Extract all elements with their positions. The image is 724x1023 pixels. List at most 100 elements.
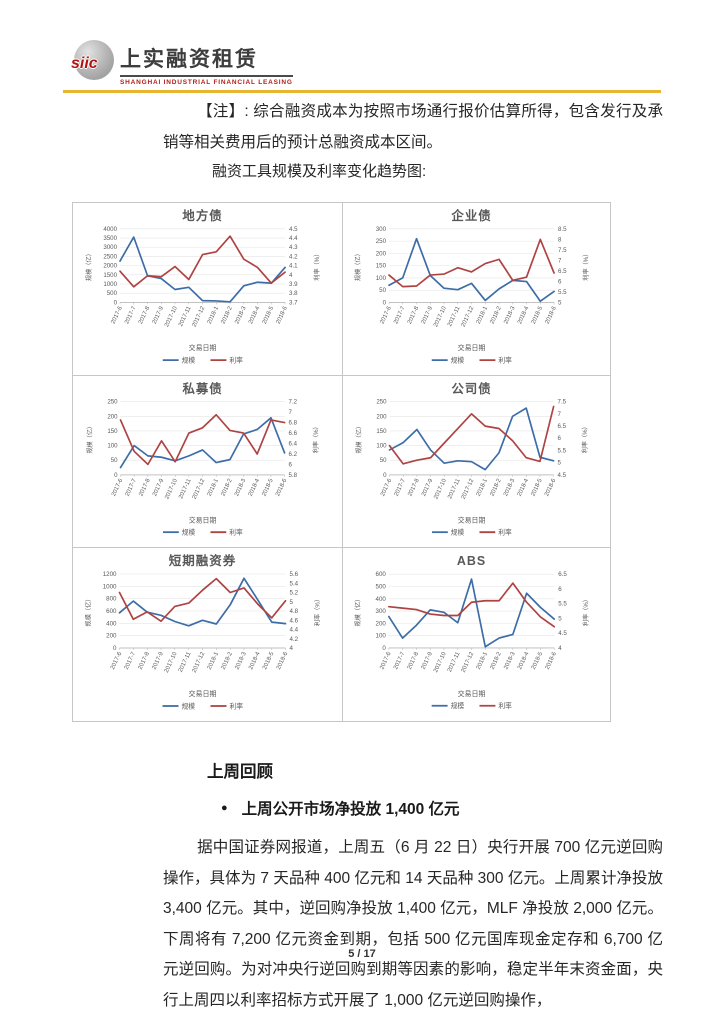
svg-text:1500: 1500 [103,272,117,279]
svg-text:ABS: ABS [457,554,486,568]
svg-text:利率: 利率 [498,356,512,365]
svg-text:7.5: 7.5 [558,399,567,406]
svg-text:6.5: 6.5 [558,268,567,275]
svg-text:2017-7: 2017-7 [124,305,138,325]
svg-text:利率（%）: 利率（%） [582,596,590,626]
svg-text:2018-5: 2018-5 [261,477,275,497]
chart-cell: 企业债 0 50 100 150 200 250 300 5 5.5 6 6.5 7 7.5 8 8.5 201… [343,203,611,376]
svg-text:2017-11: 2017-11 [178,305,193,328]
svg-text:2017-8: 2017-8 [138,305,152,325]
svg-text:2018-6: 2018-6 [544,477,558,497]
svg-text:2018-4: 2018-4 [517,651,531,671]
svg-text:6.4: 6.4 [289,440,298,447]
svg-text:2017-9: 2017-9 [421,651,435,671]
svg-text:2017-6: 2017-6 [379,651,393,671]
svg-text:2018-1: 2018-1 [476,478,489,497]
svg-text:4.4: 4.4 [290,627,299,634]
svg-text:2018-4: 2018-4 [517,305,531,325]
svg-text:规模（亿）: 规模（亿） [355,423,363,454]
svg-text:200: 200 [107,413,118,420]
svg-text:0: 0 [383,472,387,479]
svg-text:短期融资券: 短期融资券 [169,553,237,568]
svg-text:6: 6 [289,461,293,468]
svg-text:6.5: 6.5 [558,571,567,578]
svg-text:7: 7 [558,257,562,264]
company-logo: siic 上实融资租赁 SHANGHAI INDUSTRIAL FINANCIA… [71,40,293,86]
chart-cell: 地方债 0 500 1000 1500 2000 2500 3000 3500 4000 3.7 3.… [73,203,343,376]
svg-text:5: 5 [558,299,562,306]
svg-text:8.5: 8.5 [558,226,567,233]
svg-text:0: 0 [382,645,386,652]
svg-text:2018-1: 2018-1 [207,305,221,325]
svg-text:5.2: 5.2 [290,590,299,597]
chart-short-term-financing-bills: 短期融资券 0 200 400 600 800 1000 1200 4 4.2 4.4 4.6 4.8 5… [85,553,322,711]
svg-text:2018-3: 2018-3 [503,651,517,671]
svg-text:5.8: 5.8 [289,472,298,479]
company-name-en: SHANGHAI INDUSTRIAL FINANCIAL LEASING [120,79,293,86]
svg-text:500: 500 [107,290,118,297]
svg-text:100: 100 [107,443,118,450]
svg-text:2018-6: 2018-6 [276,651,290,671]
svg-text:2017-6: 2017-6 [380,477,394,497]
svg-text:250: 250 [107,399,118,406]
svg-text:2018-3: 2018-3 [503,477,517,497]
chart-local-government-bonds: 地方债 0 500 1000 1500 2000 2500 3000 3500 4000 3.7 3.… [85,208,321,365]
svg-text:2017-12: 2017-12 [192,478,207,500]
svg-text:2017-7: 2017-7 [394,478,407,497]
svg-text:4: 4 [289,272,293,279]
svg-text:2018-3: 2018-3 [234,305,248,325]
svg-text:2018-3: 2018-3 [234,651,248,671]
svg-text:2018-2: 2018-2 [221,305,235,325]
svg-text:4.1: 4.1 [289,263,298,270]
svg-text:利率: 利率 [229,356,243,365]
svg-text:200: 200 [376,620,387,627]
svg-text:2017-9: 2017-9 [152,477,166,497]
svg-text:4.6: 4.6 [290,617,299,624]
svg-text:400: 400 [106,620,117,627]
svg-text:500: 500 [376,584,387,591]
svg-text:交易日期: 交易日期 [458,689,486,698]
svg-text:2017-6: 2017-6 [110,651,124,671]
siic-wordmark: siic [71,55,98,72]
company-name-cn: 上实融资租赁 [120,43,293,77]
svg-text:规模（亿）: 规模（亿） [85,596,93,627]
svg-text:2018-1: 2018-1 [207,478,220,497]
svg-text:2017-10: 2017-10 [164,651,179,674]
svg-text:5.4: 5.4 [290,580,299,587]
svg-text:2017-8: 2017-8 [407,477,421,497]
svg-text:2017-7: 2017-7 [393,651,407,671]
svg-text:2018-5: 2018-5 [262,305,276,325]
svg-text:2000: 2000 [103,263,117,270]
svg-text:0: 0 [114,472,118,479]
svg-text:0: 0 [383,299,387,306]
svg-text:2017-8: 2017-8 [138,651,152,671]
svg-text:2017-8: 2017-8 [407,305,421,325]
svg-text:2500: 2500 [103,253,117,260]
svg-text:2017-11: 2017-11 [447,305,462,328]
logo-text: 上实融资租赁 SHANGHAI INDUSTRIAL FINANCIAL LEA… [120,40,293,86]
svg-text:100: 100 [376,443,387,450]
svg-text:利率: 利率 [230,702,244,711]
svg-text:3500: 3500 [103,235,117,242]
chart-enterprise-bonds: 企业债 0 50 100 150 200 250 300 5 5.5 6 6.5 7 7.5 8 8.5 201… [354,208,590,365]
svg-text:6: 6 [558,278,562,285]
svg-text:交易日期: 交易日期 [189,515,217,524]
svg-text:5: 5 [290,599,294,606]
svg-text:2017-11: 2017-11 [178,478,192,500]
svg-text:5.5: 5.5 [558,447,567,454]
svg-text:5.5: 5.5 [558,601,567,608]
svg-text:规模（亿）: 规模（亿） [354,250,362,281]
svg-text:600: 600 [106,608,117,615]
svg-text:150: 150 [376,263,387,270]
svg-text:2017-12: 2017-12 [192,651,207,674]
chart-cell: 短期融资券 0 200 400 600 800 1000 1200 4 4.2 4.4 4.6 4.8 5… [73,548,343,722]
svg-text:利率（%）: 利率（%） [582,251,590,281]
svg-text:2017-11: 2017-11 [447,651,462,674]
svg-text:8: 8 [558,236,562,243]
svg-text:4.2: 4.2 [289,253,298,260]
svg-text:50: 50 [111,457,118,464]
review-paragraph: 据中国证券网报道，上周五（6 月 22 日）央行开展 700 亿元逆回购操作，具… [163,839,663,1009]
svg-text:2018-4: 2018-4 [248,477,262,497]
svg-text:交易日期: 交易日期 [458,343,486,352]
